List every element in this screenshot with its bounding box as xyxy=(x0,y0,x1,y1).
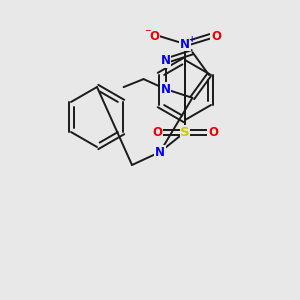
Text: +: + xyxy=(188,34,194,43)
Text: N: N xyxy=(160,82,171,96)
Text: N: N xyxy=(155,146,165,158)
Text: O: O xyxy=(149,29,159,43)
Text: −: − xyxy=(144,26,150,35)
Text: O: O xyxy=(208,125,218,139)
Text: N: N xyxy=(160,54,171,68)
Text: O: O xyxy=(211,29,221,43)
Text: N: N xyxy=(180,38,190,50)
Text: O: O xyxy=(152,125,162,139)
Text: S: S xyxy=(180,125,190,139)
